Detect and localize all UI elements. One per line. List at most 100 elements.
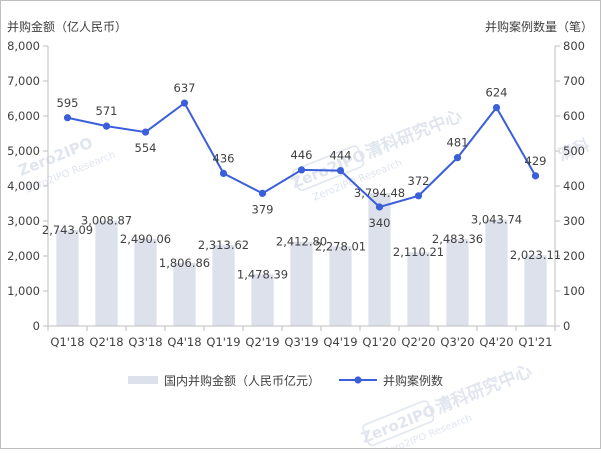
- bar-data-label: 2,483.36: [432, 232, 483, 246]
- x-axis: Q1'18 Q2'18 Q3'18 Q4'18 Q1'19 Q2'19 Q3'19 Q4'19…: [47, 326, 556, 349]
- right-tick-label: 0: [563, 319, 570, 333]
- bar: [173, 262, 196, 326]
- x-tick-label: Q1'21: [518, 335, 552, 349]
- left-tick-label: 1,000: [7, 284, 40, 298]
- svg-text:清科研究中心: 清科研究中心: [362, 105, 464, 163]
- line-series: [63, 99, 540, 211]
- line-point: [219, 169, 228, 177]
- bar: [407, 252, 430, 326]
- line-point: [531, 172, 540, 180]
- bar: [134, 238, 157, 326]
- right-tick-label: 600: [563, 109, 585, 123]
- left-tick-label: 7,000: [7, 74, 40, 88]
- bar-data-label: 3,008.87: [81, 214, 132, 228]
- right-tick-label: 100: [563, 284, 585, 298]
- line-data-label: 595: [57, 96, 79, 110]
- legend-line-marker: [354, 376, 362, 384]
- left-tick-label: 4,000: [7, 179, 40, 193]
- bar: [446, 239, 469, 326]
- line-data-label: 481: [447, 136, 469, 150]
- svg-text:清科研究中心: 清科研究中心: [432, 360, 534, 418]
- line-data-label: 571: [96, 104, 118, 118]
- bar-data-label: 2,110.21: [393, 245, 444, 259]
- left-tick-label: 0: [33, 319, 40, 333]
- legend-bar-label: 国内并购金额（人民币亿元）: [164, 373, 320, 388]
- x-tick-label: Q1'18: [50, 335, 84, 349]
- left-tick-label: 2,000: [7, 249, 40, 263]
- line-data-label: 624: [486, 86, 508, 100]
- left-tick-label: 6,000: [7, 109, 40, 123]
- bar-data-label: 2,278.01: [315, 239, 366, 253]
- line-data-label: 429: [525, 154, 547, 168]
- bar: [485, 219, 508, 326]
- x-tick-label: Q3'19: [284, 335, 318, 349]
- x-tick-label: Q1'20: [362, 335, 396, 349]
- bar: [56, 229, 79, 326]
- line-point: [180, 99, 189, 107]
- bar: [368, 193, 391, 326]
- left-axis-title: 并购金额（亿人民币）: [7, 19, 127, 34]
- line-point: [414, 192, 423, 200]
- legend: 国内并购金额（人民币亿元） 并购案例数: [128, 373, 443, 388]
- line-data-label: 637: [174, 81, 196, 95]
- bar-data-label: 2,412.80: [276, 235, 327, 249]
- bar-data-label: 2,743.09: [42, 223, 93, 237]
- line-point: [453, 154, 462, 162]
- bar-data-label: 2,490.06: [120, 232, 171, 246]
- line-data-label: 379: [252, 202, 274, 216]
- right-tick-label: 500: [563, 144, 585, 158]
- line-point: [297, 166, 306, 174]
- bar-data-label: 1,806.86: [159, 256, 210, 270]
- left-axis: 0 1,000 2,000 3,000 4,000 5,000 6,000 7,000 8,00…: [7, 39, 49, 333]
- line-data-label: 446: [291, 148, 313, 162]
- line-point: [375, 203, 384, 211]
- bar-data-label: 2,023.11: [510, 248, 561, 262]
- line-data-label: 444: [330, 149, 352, 163]
- x-tick-label: Q4'18: [167, 335, 201, 349]
- bar: [212, 245, 235, 326]
- line-data-label: 340: [369, 216, 391, 230]
- line-data-label: 372: [408, 174, 430, 188]
- bar-data-label: 3,794.48: [354, 186, 405, 200]
- right-axis: 0 100 200 300 400 500 600 700 800: [554, 39, 585, 333]
- x-tick-label: Q4'20: [479, 335, 513, 349]
- line-data-label: 436: [213, 151, 235, 165]
- right-tick-label: 200: [563, 249, 585, 263]
- right-tick-label: 700: [563, 74, 585, 88]
- bar-series: [56, 193, 547, 326]
- legend-bar-swatch: [128, 376, 158, 384]
- right-tick-label: 800: [563, 39, 585, 53]
- left-tick-label: 8,000: [7, 39, 40, 53]
- line-data-label: 554: [135, 141, 157, 155]
- x-tick-label: Q3'18: [128, 335, 162, 349]
- right-tick-label: 300: [563, 214, 585, 228]
- bar: [524, 255, 547, 326]
- x-tick-label: Q2'18: [89, 335, 123, 349]
- left-tick-label: 3,000: [7, 214, 40, 228]
- x-tick-label: Q4'19: [323, 335, 357, 349]
- bar-data-label: 2,313.62: [198, 238, 249, 252]
- right-axis-title: 并购案例数量（笔）: [485, 19, 593, 34]
- bar-labels: 2,743.093,008.87 2,490.06 1,806.86 2,313.62…: [42, 186, 561, 281]
- legend-line-label: 并购案例数: [383, 373, 443, 388]
- x-tick-label: Q2'20: [401, 335, 435, 349]
- bar-data-label: 1,478.39: [237, 267, 288, 281]
- line-point: [102, 122, 111, 130]
- x-tick-label: Q2'19: [245, 335, 279, 349]
- bar: [95, 220, 118, 326]
- line-labels: 595 571 554 637 436 379 446 444 340 372 481 624 429: [57, 81, 547, 230]
- x-tick-label: Q1'19: [206, 335, 240, 349]
- line-point: [258, 189, 267, 197]
- left-tick-label: 5,000: [7, 144, 40, 158]
- line-point: [63, 114, 72, 122]
- bar: [329, 246, 352, 326]
- bar: [251, 274, 274, 326]
- bar: [290, 241, 313, 326]
- line-point: [492, 104, 501, 112]
- line-point: [336, 167, 345, 175]
- x-tick-label: Q3'20: [440, 335, 474, 349]
- right-tick-label: 400: [563, 179, 585, 193]
- line-point: [141, 128, 150, 136]
